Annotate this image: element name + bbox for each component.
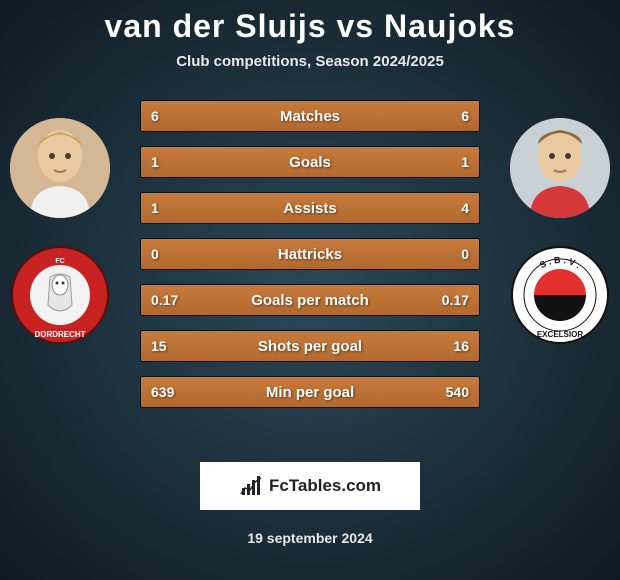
player-left-avatar [10, 118, 110, 218]
stat-left-value: 6 [151, 108, 159, 124]
stat-right-value: 6 [461, 108, 469, 124]
comparison-panel: FC DORDRECHT S . B . V . EXCELSIOR 6 Matc… [0, 100, 620, 430]
stat-right-value: 16 [453, 338, 469, 354]
stat-row: 639 Min per goal 540 [140, 376, 480, 408]
player-right-avatar [510, 118, 610, 218]
stat-left-value: 639 [151, 384, 174, 400]
stat-left-value: 1 [151, 200, 159, 216]
stat-label: Min per goal [266, 384, 354, 401]
stat-right-value: 0 [461, 246, 469, 262]
club-right-badge: S . B . V . EXCELSIOR [510, 245, 610, 345]
stat-row: 6 Matches 6 [140, 100, 480, 132]
watermark-text: FcTables.com [269, 476, 381, 496]
club-left-badge: FC DORDRECHT [10, 245, 110, 345]
stats-list: 6 Matches 6 1 Goals 1 1 Assists 4 0 Hattricks 0 0.17… [140, 100, 480, 422]
stat-row: 1 Assists 4 [140, 192, 480, 224]
date-label: 19 september 2024 [0, 530, 620, 546]
stat-row: 15 Shots per goal 16 [140, 330, 480, 362]
stat-label: Matches [280, 108, 340, 125]
stat-left-value: 0.17 [151, 292, 178, 308]
stat-row: 0.17 Goals per match 0.17 [140, 284, 480, 316]
stat-right-value: 540 [446, 384, 469, 400]
stat-left-value: 15 [151, 338, 167, 354]
page-title: van der Sluijs vs Naujoks [0, 0, 620, 45]
watermark: FcTables.com [200, 462, 420, 510]
stat-label: Hattricks [278, 246, 342, 263]
stat-row: 0 Hattricks 0 [140, 238, 480, 270]
subtitle: Club competitions, Season 2024/2025 [0, 53, 620, 70]
stat-left-value: 0 [151, 246, 159, 262]
club-left-name: DORDRECHT [34, 330, 85, 339]
stat-label: Assists [283, 200, 336, 217]
chart-icon [239, 474, 263, 498]
svg-text:FC: FC [55, 258, 64, 265]
stat-row: 1 Goals 1 [140, 146, 480, 178]
stat-right-value: 0.17 [442, 292, 469, 308]
stat-label: Shots per goal [258, 338, 362, 355]
club-right-name: EXCELSIOR [537, 330, 583, 339]
stat-left-value: 1 [151, 154, 159, 170]
stat-right-value: 4 [461, 200, 469, 216]
stat-right-value: 1 [461, 154, 469, 170]
stat-label: Goals per match [251, 292, 369, 309]
stat-label: Goals [289, 154, 331, 171]
